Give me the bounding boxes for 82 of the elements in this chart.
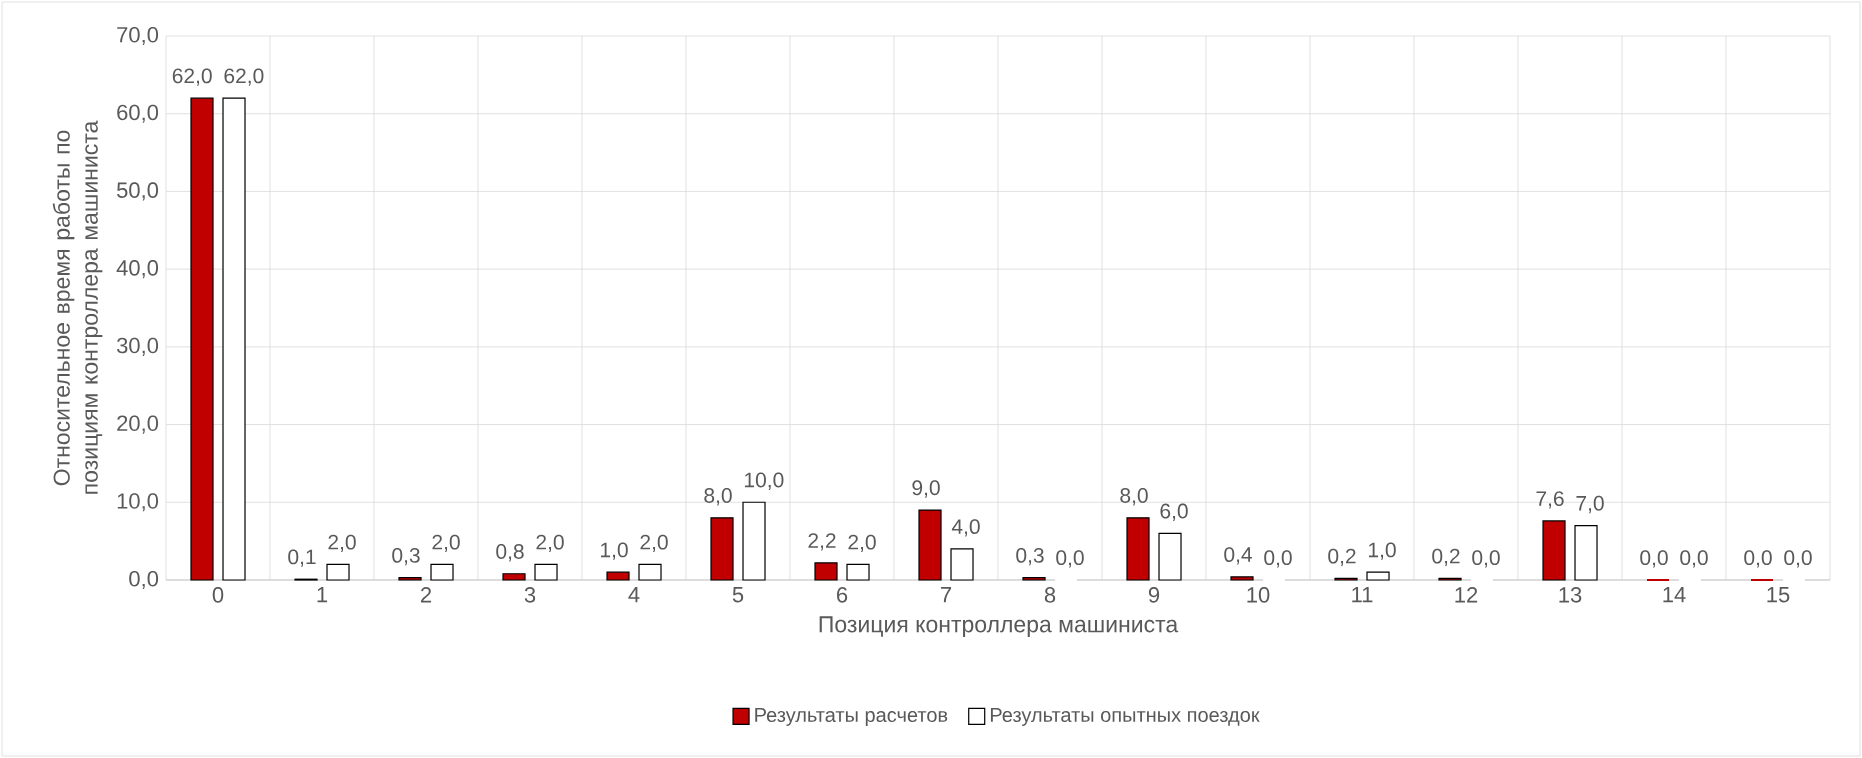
bar xyxy=(606,571,630,581)
data-label: 9,0 xyxy=(912,480,940,498)
x-axis-title: Позиция контроллера машиниста xyxy=(819,616,1179,637)
data-label: 0,0 xyxy=(1640,550,1668,568)
x-tick-label: 11 xyxy=(1352,587,1373,603)
x-tick-label: 0 xyxy=(212,587,224,603)
data-label: 62,0 xyxy=(224,68,264,86)
y-tick-label: 60,0 xyxy=(117,104,159,123)
bar xyxy=(534,563,558,581)
data-label: 10,0 xyxy=(745,472,784,490)
bar xyxy=(398,577,422,581)
bar xyxy=(742,501,766,581)
y-tick-label: 10,0 xyxy=(117,493,159,512)
bar xyxy=(814,562,838,581)
data-label: 0,1 xyxy=(288,549,316,567)
data-label: 0,0 xyxy=(1744,550,1772,568)
legend-label: Результаты расчетов xyxy=(755,708,948,726)
bar xyxy=(710,517,734,581)
data-label: 62,0 xyxy=(172,68,212,86)
bar xyxy=(430,563,454,581)
data-label: 0,2 xyxy=(1432,548,1460,567)
data-label: 7,0 xyxy=(1576,495,1604,514)
x-tick-label: 6 xyxy=(837,587,848,603)
data-label: 0,0 xyxy=(1784,550,1812,568)
bar xyxy=(1022,577,1046,581)
bar xyxy=(950,548,974,581)
data-label: 1,0 xyxy=(601,542,628,560)
x-tick-label: 7 xyxy=(941,587,952,603)
bar xyxy=(1158,532,1182,581)
data-label: 0,8 xyxy=(496,544,524,562)
x-tick-label: 12 xyxy=(1455,587,1478,603)
y-tick-label: 30,0 xyxy=(116,337,159,356)
data-label: 1,0 xyxy=(1369,542,1396,560)
data-label: 2,0 xyxy=(536,534,564,553)
x-tick-label: 14 xyxy=(1663,587,1686,603)
x-tick-label: 13 xyxy=(1559,587,1582,603)
legend-label: Результаты опытных поездок xyxy=(990,708,1260,726)
data-label: 0,3 xyxy=(1016,547,1044,566)
data-label: 2,0 xyxy=(432,534,460,553)
x-tick-label: 1 xyxy=(317,587,328,603)
data-label: 0,0 xyxy=(1056,550,1084,568)
data-label: 8,0 xyxy=(704,488,732,506)
bar xyxy=(326,563,350,581)
data-label: 8,0 xyxy=(1120,488,1148,506)
data-label: 2,0 xyxy=(848,534,876,553)
data-label: 0,0 xyxy=(1680,550,1708,568)
data-label: 4,0 xyxy=(951,519,980,537)
bar xyxy=(638,563,662,581)
data-label: 0,3 xyxy=(392,547,420,566)
data-label: 7,6 xyxy=(1536,491,1564,509)
x-tick-label: 5 xyxy=(732,587,744,603)
x-tick-label: 15 xyxy=(1767,587,1790,603)
bar xyxy=(1542,520,1566,581)
bar xyxy=(222,97,246,581)
x-tick-label: 2 xyxy=(420,587,432,603)
data-label: 2,2 xyxy=(808,533,836,551)
data-label: 0,0 xyxy=(1472,550,1500,568)
bar xyxy=(846,563,870,581)
y-tick-label: 40,0 xyxy=(116,260,159,279)
data-label: 0,0 xyxy=(1264,550,1292,568)
x-tick-label: 10 xyxy=(1247,587,1270,603)
x-tick-label: 3 xyxy=(524,587,536,603)
y-tick-label: 0,0 xyxy=(129,570,159,590)
data-label: 2,0 xyxy=(328,534,356,553)
data-label: 0,4 xyxy=(1224,547,1252,565)
y-axis-title: Относительное время работы по позициям контроллера машиниста xyxy=(52,120,103,494)
x-tick-label: 4 xyxy=(628,587,640,603)
bar xyxy=(918,509,942,581)
bar xyxy=(1574,524,1598,581)
y-tick-label: 70,0 xyxy=(117,26,159,46)
bar xyxy=(1126,517,1150,581)
bar xyxy=(1366,571,1390,581)
bar xyxy=(1230,576,1254,581)
data-label: 2,0 xyxy=(640,534,668,553)
x-tick-label: 9 xyxy=(1148,587,1160,603)
x-tick-label: 8 xyxy=(1044,587,1056,603)
y-tick-label: 50,0 xyxy=(117,182,159,201)
bar xyxy=(502,573,526,581)
y-tick-label: 20,0 xyxy=(117,415,159,434)
data-label: 6,0 xyxy=(1160,503,1188,521)
bar xyxy=(190,97,214,581)
data-label: 0,2 xyxy=(1328,548,1356,567)
